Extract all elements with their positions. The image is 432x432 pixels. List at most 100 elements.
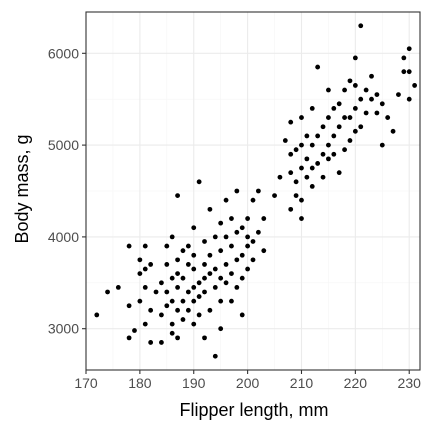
data-points: [94, 23, 418, 359]
data-point: [239, 312, 245, 318]
data-point: [320, 124, 326, 130]
data-point: [304, 156, 310, 162]
data-point: [326, 87, 331, 93]
data-point: [342, 115, 347, 120]
data-point: [239, 275, 245, 281]
data-point: [229, 271, 234, 277]
data-point: [406, 96, 412, 102]
data-point: [358, 96, 364, 102]
data-point: [212, 266, 218, 272]
data-point: [218, 326, 224, 332]
data-point: [288, 151, 294, 157]
data-point: [250, 239, 256, 244]
x-tick-label: 230: [398, 375, 422, 391]
data-point: [191, 298, 197, 304]
data-point: [293, 147, 299, 153]
data-point: [234, 229, 240, 235]
data-point: [277, 174, 283, 180]
data-point: [363, 87, 369, 93]
data-point: [309, 184, 315, 189]
data-point: [196, 312, 202, 318]
data-point: [137, 257, 143, 263]
y-tick-label: 3000: [48, 321, 79, 337]
data-point: [142, 321, 148, 327]
data-point: [223, 262, 229, 267]
data-point: [115, 284, 121, 290]
data-point: [326, 156, 331, 162]
data-point: [159, 312, 164, 318]
data-point: [148, 262, 154, 267]
data-point: [159, 280, 164, 286]
x-tick-label: 200: [236, 375, 260, 391]
data-point: [315, 133, 321, 139]
data-point: [191, 284, 197, 290]
data-point: [336, 124, 342, 130]
data-point: [142, 243, 148, 249]
data-point: [169, 330, 175, 336]
x-axis-label: Flipper length, mm: [179, 400, 328, 420]
data-point: [175, 257, 180, 263]
data-point: [175, 335, 180, 341]
data-point: [180, 298, 186, 304]
data-point: [169, 321, 175, 327]
data-point: [245, 216, 251, 221]
data-point: [223, 234, 229, 240]
data-point: [288, 170, 294, 176]
grid-lines: [85, 12, 420, 370]
data-point: [137, 271, 143, 277]
data-point: [223, 197, 229, 203]
data-point: [207, 307, 213, 313]
data-point: [164, 303, 170, 309]
data-point: [299, 115, 304, 120]
data-point: [331, 105, 337, 111]
data-point: [331, 133, 337, 139]
data-point: [212, 353, 218, 359]
data-point: [401, 55, 407, 61]
data-point: [229, 216, 234, 221]
data-point: [202, 275, 207, 281]
data-point: [126, 243, 132, 249]
data-point: [212, 284, 218, 290]
data-point: [207, 252, 213, 258]
data-point: [218, 298, 224, 304]
data-point: [175, 271, 180, 277]
data-point: [309, 165, 315, 171]
y-axis-ticks: 3000 4000 5000 6000: [48, 45, 86, 337]
x-tick-label: 220: [344, 375, 368, 391]
data-point: [148, 340, 154, 345]
data-point: [148, 307, 154, 313]
data-point: [379, 142, 385, 148]
data-point: [255, 188, 261, 194]
data-point: [401, 69, 407, 75]
data-point: [326, 115, 331, 120]
data-point: [142, 284, 148, 290]
data-point: [309, 142, 315, 148]
data-point: [153, 289, 159, 295]
data-point: [255, 229, 261, 235]
data-point: [234, 284, 240, 290]
data-point: [229, 243, 234, 249]
data-point: [207, 206, 213, 212]
data-point: [202, 335, 207, 341]
data-point: [202, 262, 207, 267]
data-point: [185, 243, 191, 249]
y-axis-label: Body mass, g: [12, 134, 32, 243]
data-point: [326, 142, 331, 148]
data-point: [164, 262, 170, 267]
data-point: [331, 151, 337, 157]
data-point: [379, 101, 385, 107]
data-point: [315, 161, 321, 166]
data-point: [374, 110, 380, 116]
data-point: [342, 147, 347, 153]
x-tick-label: 210: [290, 375, 314, 391]
data-point: [191, 321, 197, 327]
data-point: [293, 179, 299, 185]
data-point: [126, 335, 132, 341]
data-point: [250, 197, 256, 203]
data-point: [299, 165, 304, 171]
data-point: [336, 101, 342, 107]
data-point: [185, 289, 191, 295]
data-point: [164, 243, 170, 249]
data-point: [320, 151, 326, 157]
